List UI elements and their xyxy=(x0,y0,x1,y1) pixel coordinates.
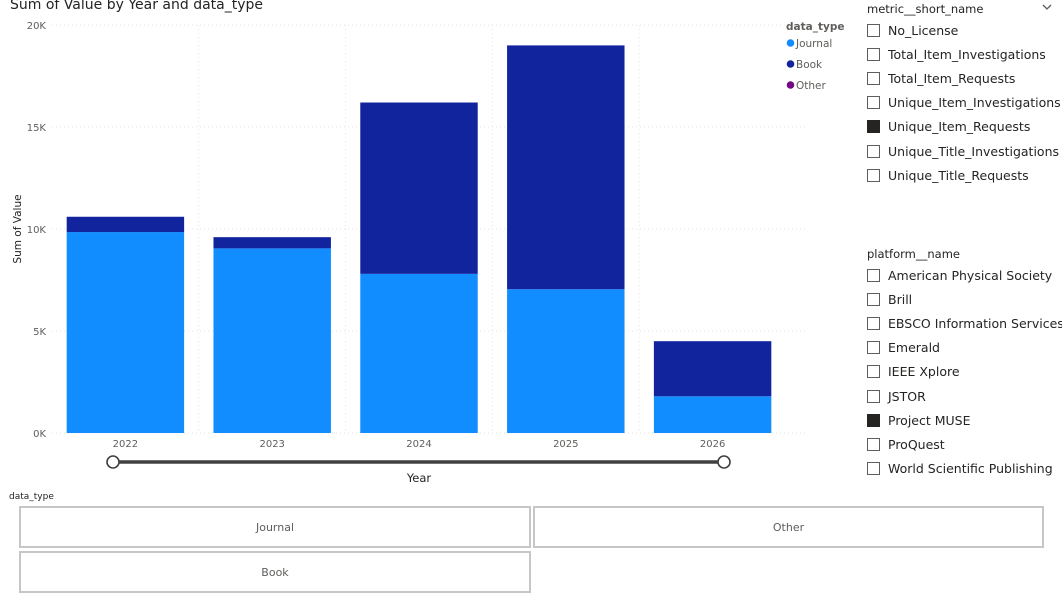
legend-label: Other xyxy=(796,80,826,92)
x-tick-label: 2022 xyxy=(113,439,138,450)
platform-slicer-item[interactable]: Emerald xyxy=(867,336,1062,360)
checkbox[interactable] xyxy=(867,316,880,330)
metric-slicer-item[interactable]: Total_Item_Requests xyxy=(867,66,1061,90)
metric-slicer-list: No_License Total_Item_Investigations Total… xyxy=(867,18,1061,187)
checkbox[interactable] xyxy=(867,71,880,85)
platform-slicer-list: American Physical Society Brill EBSCO Info… xyxy=(867,263,1062,481)
platform-slicer-item[interactable]: Brill xyxy=(867,287,1062,311)
platform-slicer-item[interactable]: EBSCO Information Services xyxy=(867,311,1062,335)
checkbox-checked[interactable] xyxy=(867,120,880,134)
y-axis-title: Sum of Value xyxy=(12,194,24,263)
bar-book xyxy=(653,341,772,397)
bar-book xyxy=(360,102,478,274)
platform-slicer-item[interactable]: IEEE Xplore xyxy=(867,360,1062,384)
chart-title: Sum of Value by Year and data_type xyxy=(10,0,263,13)
legend-marker-book xyxy=(786,60,795,68)
platform-slicer-item[interactable]: World Scientific Publishing xyxy=(867,457,1062,481)
checkbox[interactable] xyxy=(867,437,880,451)
checkbox[interactable] xyxy=(867,23,880,37)
tile-other[interactable]: Other xyxy=(533,506,1044,548)
bar-book xyxy=(66,216,185,233)
legend-marker-journal xyxy=(786,39,795,47)
metric-slicer-item-label: Unique_Title_Investigations xyxy=(888,143,1060,159)
checkbox[interactable] xyxy=(867,144,880,158)
legend-label: Book xyxy=(796,59,823,71)
metric-slicer-item[interactable]: Unique_Item_Requests xyxy=(867,115,1061,139)
y-tick-label: 10K xyxy=(27,225,47,236)
y-tick-label: 0K xyxy=(33,429,46,440)
platform-slicer-item-label: American Physical Society xyxy=(888,267,1053,283)
bar-book xyxy=(507,45,625,290)
metric-slicer-item[interactable]: No_License xyxy=(867,18,1061,42)
platform-slicer-item-label: ProQuest xyxy=(888,436,945,452)
metric-slicer-title: metric__short_name xyxy=(867,2,984,16)
metric-slicer-item[interactable]: Unique_Item_Investigations xyxy=(867,91,1061,115)
legend-label: Journal xyxy=(795,38,832,50)
metric-slicer-item-label: Unique_Item_Requests xyxy=(888,119,1031,135)
x-tick-label: 2023 xyxy=(259,439,284,450)
platform-slicer-item-label: IEEE Xplore xyxy=(888,364,960,380)
checkbox[interactable] xyxy=(867,365,880,379)
legend-marker-other xyxy=(786,81,795,89)
metric-slicer-item[interactable]: Unique_Title_Investigations xyxy=(867,139,1061,163)
y-tick-label: 15K xyxy=(27,123,47,134)
platform-slicer-item[interactable]: Project MUSE xyxy=(867,408,1062,432)
x-tick-label: 2025 xyxy=(553,439,578,450)
checkbox[interactable] xyxy=(867,47,880,61)
bar-journal xyxy=(213,248,331,433)
stacked-bar-chart: 0K 5K 10K 15K 20K 2022 2023 2024 2025 2026 Year Sum… xyxy=(12,21,844,485)
metric-slicer-item-label: Total_Item_Requests xyxy=(888,70,1016,86)
platform-slicer-item[interactable]: ProQuest xyxy=(867,432,1062,456)
bar-journal xyxy=(66,232,185,433)
platform-slicer-item-label: EBSCO Information Services xyxy=(888,315,1062,331)
platform-slicer-item-label: Project MUSE xyxy=(888,412,971,428)
x-axis-title: Year xyxy=(406,471,432,485)
metric-slicer-item-label: No_License xyxy=(888,22,959,38)
checkbox[interactable] xyxy=(867,268,880,282)
bar-journal xyxy=(360,273,478,433)
checkbox[interactable] xyxy=(867,168,880,182)
x-tick-label: 2024 xyxy=(406,439,431,450)
platform-slicer-title: platform__name xyxy=(867,247,960,261)
tile-journal[interactable]: Journal xyxy=(19,506,531,548)
y-tick-label: 5K xyxy=(33,327,46,338)
bar-journal xyxy=(507,289,625,433)
platform-slicer-item-label: World Scientific Publishing xyxy=(888,461,1053,477)
checkbox[interactable] xyxy=(867,292,880,306)
metric-slicer-item-label: Unique_Item_Investigations xyxy=(888,95,1061,111)
checkbox[interactable] xyxy=(867,341,880,355)
metric-slicer-item-label: Unique_Title_Requests xyxy=(888,167,1029,183)
bar-book xyxy=(213,237,331,249)
platform-slicer-item[interactable]: JSTOR xyxy=(867,384,1062,408)
tile-book[interactable]: Book xyxy=(19,551,531,593)
metric-slicer-item[interactable]: Unique_Title_Requests xyxy=(867,163,1061,187)
data-type-slicer-title: data_type xyxy=(9,492,54,502)
y-tick-label: 20K xyxy=(27,21,47,32)
year-slider-start-handle[interactable] xyxy=(106,455,120,469)
platform-slicer-item-label: Emerald xyxy=(888,340,940,356)
platform-slicer-item-label: JSTOR xyxy=(888,388,926,404)
checkbox[interactable] xyxy=(867,389,880,403)
x-tick-label: 2026 xyxy=(700,439,725,450)
chevron-down-icon[interactable] xyxy=(1040,0,1054,14)
metric-slicer-item-label: Total_Item_Investigations xyxy=(888,46,1046,62)
platform-slicer-item[interactable]: American Physical Society xyxy=(867,263,1062,287)
bar-journal xyxy=(653,396,772,433)
legend-title: data_type xyxy=(786,21,844,33)
checkbox-checked[interactable] xyxy=(867,413,880,427)
checkbox[interactable] xyxy=(867,96,880,110)
year-slider-end-handle[interactable] xyxy=(717,455,731,469)
platform-slicer-item-label: Brill xyxy=(888,291,913,307)
metric-slicer-item[interactable]: Total_Item_Investigations xyxy=(867,42,1061,66)
checkbox[interactable] xyxy=(867,462,880,476)
